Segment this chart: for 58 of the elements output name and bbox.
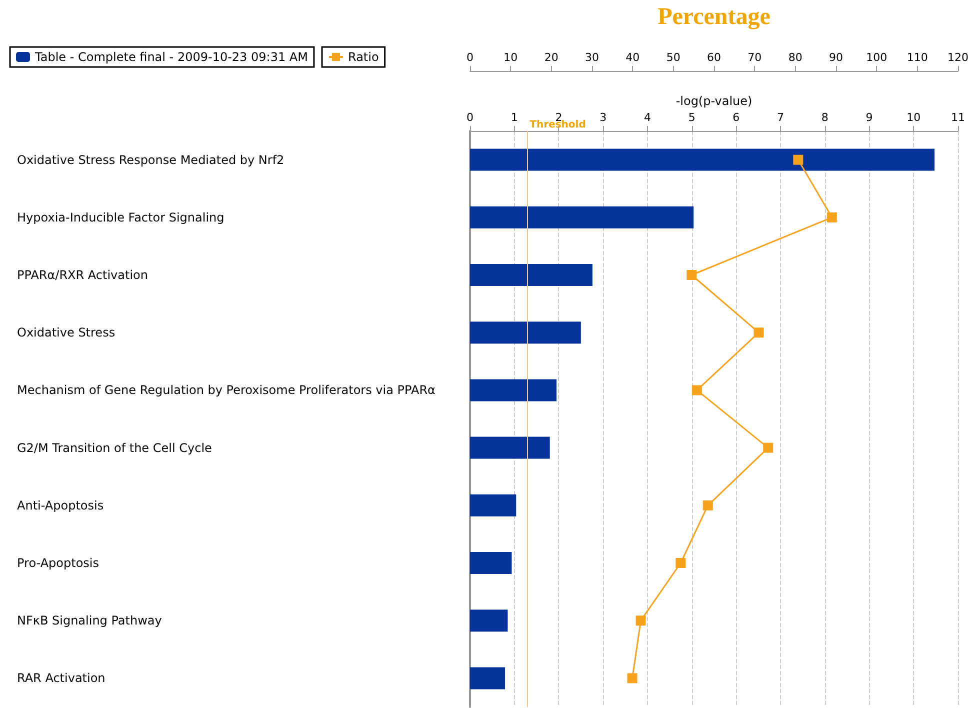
x2-tick-label: 110 xyxy=(906,51,928,64)
point xyxy=(754,328,764,338)
bar xyxy=(470,379,557,402)
point xyxy=(676,558,686,568)
x-axis-title: -log(p-value) xyxy=(676,94,752,108)
x-tick-label: 11 xyxy=(951,111,965,124)
legend-label: Table - Complete final - 2009-10-23 09:31 AM xyxy=(34,50,308,64)
point xyxy=(627,673,638,684)
x2-tick-label: 100 xyxy=(866,51,888,64)
bar xyxy=(470,436,550,459)
y-tick-label: Mechanism of Gene Regulation by Peroxisome Proliferators via PPARα xyxy=(17,383,436,398)
x2-tick-label: 120 xyxy=(948,51,968,64)
bar xyxy=(470,552,512,574)
x-tick-label: 10 xyxy=(906,111,921,124)
x2-tick-label: 30 xyxy=(585,51,599,64)
x2-tick-label: 90 xyxy=(829,51,843,64)
bar xyxy=(470,148,934,171)
y-tick-label: Hypoxia-Inducible Factor Signaling xyxy=(17,210,224,224)
y-tick-label: RAR Activation xyxy=(17,671,106,686)
bar xyxy=(470,206,694,228)
bar xyxy=(470,667,506,690)
point xyxy=(763,442,774,453)
x-tick-label: 3 xyxy=(600,111,607,124)
y-tick-label: Pro-Apoptosis xyxy=(17,556,99,570)
x2-tick-label: 20 xyxy=(544,51,558,64)
point xyxy=(702,500,713,510)
x2-tick-label: 0 xyxy=(466,51,474,64)
x-tick-label: 0 xyxy=(466,111,474,124)
x2-axis-title: Percentage xyxy=(658,4,771,30)
x-tick-label: 6 xyxy=(732,111,740,124)
x-tick-label: 7 xyxy=(777,111,784,124)
x2-tick-label: 50 xyxy=(666,51,680,64)
x-tick-label: 9 xyxy=(866,111,873,124)
y-tick-label: Oxidative Stress Response Mediated by Nrf2 xyxy=(17,152,284,167)
point xyxy=(692,385,702,396)
legend-label: Ratio xyxy=(348,50,379,64)
point xyxy=(636,616,646,626)
x-tick-label: 5 xyxy=(688,111,696,124)
bar xyxy=(470,264,592,286)
bar xyxy=(470,322,581,344)
bar xyxy=(470,610,508,632)
bar xyxy=(470,494,516,516)
point xyxy=(826,212,837,222)
y-tick-label: NFκB Signaling Pathway xyxy=(17,614,162,628)
y-tick-label: Anti-Apoptosis xyxy=(17,498,104,512)
x-tick-label: 8 xyxy=(821,111,828,124)
point xyxy=(686,270,697,280)
x2-tick-label: 70 xyxy=(748,51,762,64)
x2-tick-label: 80 xyxy=(788,51,802,64)
y-tick-label: G2/M Transition of the Cell Cycle xyxy=(17,440,212,455)
x2-tick-label: 10 xyxy=(504,51,518,64)
y-tick-label: Oxidative Stress xyxy=(17,326,116,340)
point xyxy=(793,154,804,165)
y-tick-label: PPARα/RXR Activation xyxy=(17,268,148,282)
x2-tick-label: 40 xyxy=(626,51,640,64)
x-tick-label: 1 xyxy=(510,111,518,124)
x-tick-label: 4 xyxy=(644,111,651,124)
x2-tick-label: 60 xyxy=(707,51,721,64)
